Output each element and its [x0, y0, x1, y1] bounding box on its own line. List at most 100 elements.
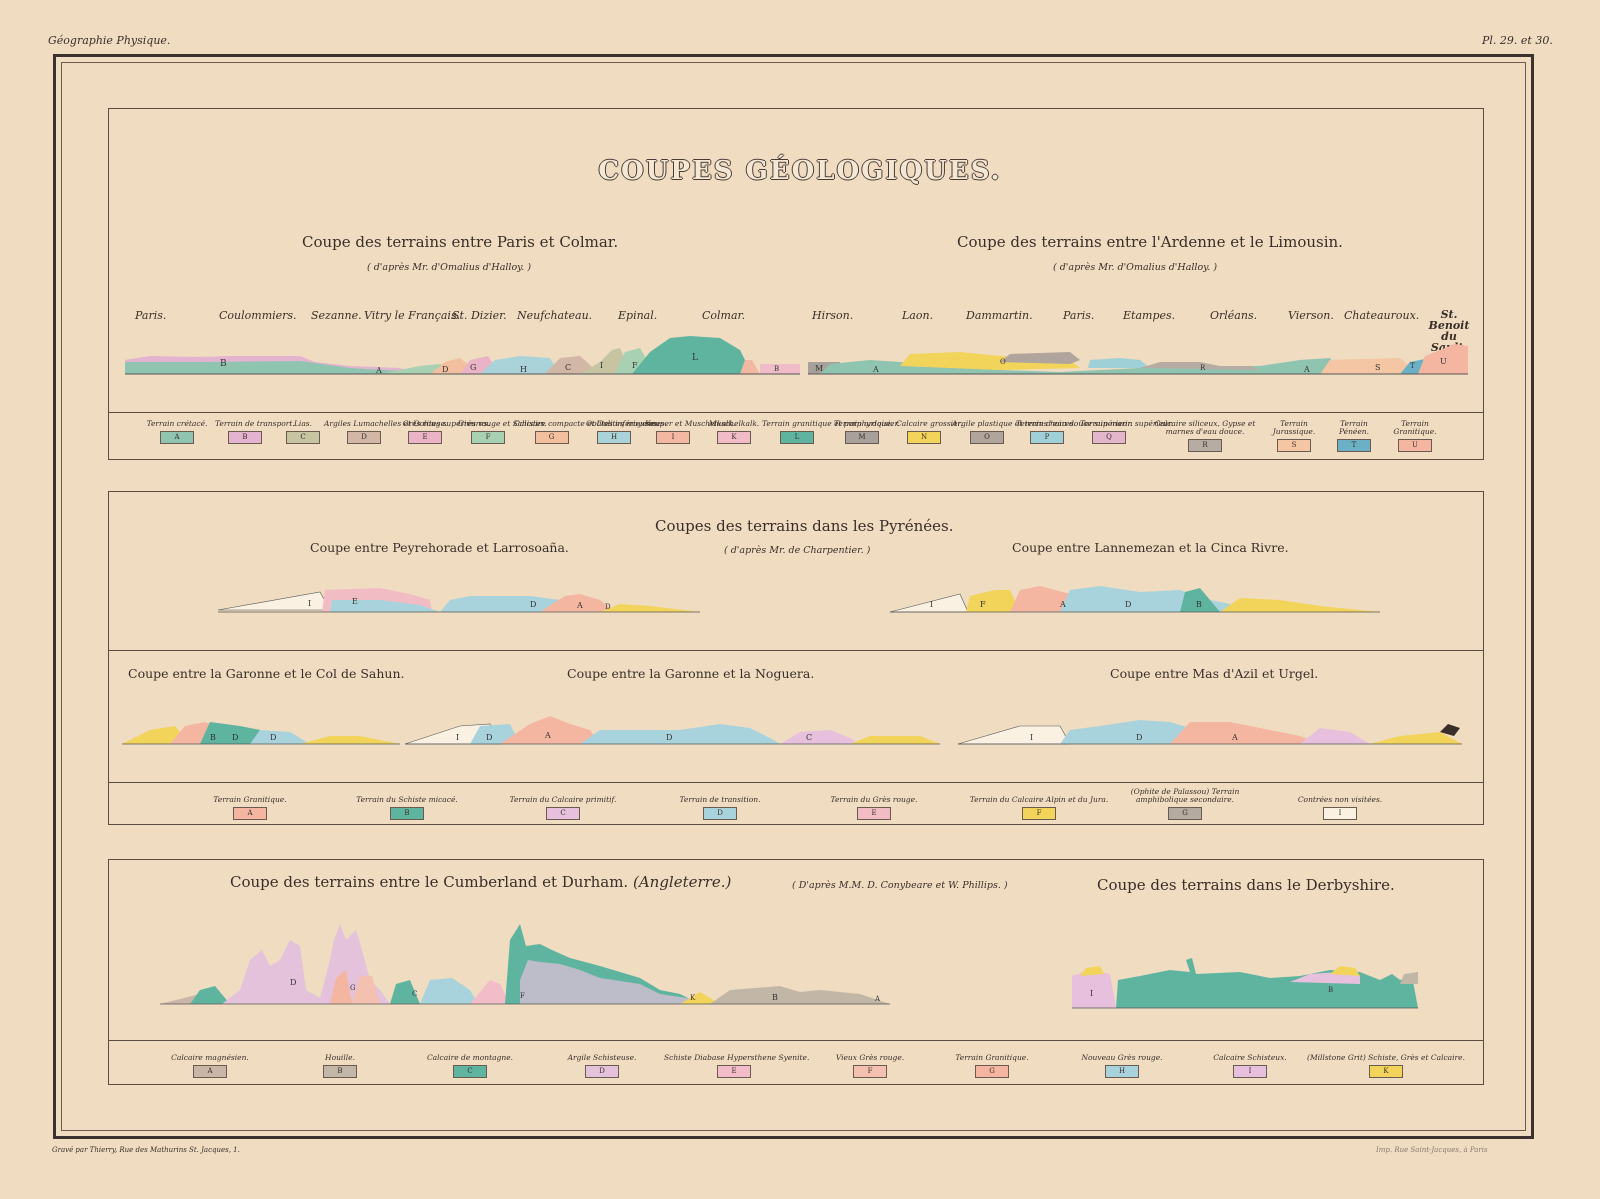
legend-label: Schiste Diabase Hypersthene Syenite. — [664, 1053, 810, 1062]
legend-label: Calcaire siliceux, Gypse et marnes d'eau… — [1154, 419, 1256, 436]
svg-text:B: B — [210, 733, 216, 742]
legend-swatch: O — [970, 431, 1004, 444]
svg-text:B: B — [1196, 600, 1202, 609]
legend-item: Terrain d'eau douce supérieur. P — [1016, 419, 1133, 444]
legend-item: Terrain Jurassique. S — [1266, 420, 1322, 452]
legend-swatch: F — [471, 431, 505, 444]
subsection-title: Coupe entre Lannemezan et la Cinca Rivre… — [1012, 540, 1289, 555]
place-label: Neufchateau. — [517, 309, 593, 322]
subsection-title: Coupe entre Mas d'Azil et Urgel. — [1110, 666, 1319, 681]
legend-item: Calcaire Schisteux. I — [1200, 1054, 1300, 1078]
source-ardenne-limousin: ( d'après Mr. d'Omalius d'Halloy. ) — [1053, 262, 1218, 273]
place-label: St. Dizier. — [452, 309, 507, 322]
legend-item: Argile Schisteuse. D — [552, 1054, 652, 1078]
legend-label: Terrain d'eau douce supérieur. — [1016, 419, 1133, 428]
outer-frame — [53, 54, 1534, 1139]
svg-text:B: B — [772, 993, 778, 1002]
legend-rule — [108, 412, 1484, 413]
legend-swatch: F — [853, 1065, 887, 1078]
legend-label: Grès rouge. — [402, 419, 448, 428]
legend-item: Terrain du Schiste micacé. B — [340, 796, 474, 820]
legend-label: Terrain Granitique. — [213, 795, 287, 804]
svg-text:A: A — [874, 995, 881, 1003]
svg-text:I: I — [1090, 989, 1093, 998]
svg-text:D: D — [1136, 733, 1142, 742]
place-label: Sezanne. — [311, 309, 362, 322]
legend-item: Keuper et Muschelkalk. I — [645, 420, 735, 444]
legend-item: Terrain Granitique. U — [1386, 420, 1444, 452]
place-label: Coulommiers. — [219, 309, 297, 322]
legend-swatch: E — [857, 807, 891, 820]
svg-text:D: D — [232, 733, 238, 742]
legend-item: Terrain Granitique. G — [942, 1054, 1042, 1078]
section-title-derbyshire: Coupe des terrains dans le Derbyshire. — [1097, 876, 1395, 894]
legend-item: Muschelkalk. K — [706, 420, 762, 444]
legend-item: (Ophite de Palassou) Terrain amphiboliqu… — [1120, 788, 1250, 820]
svg-text:D: D — [270, 733, 276, 742]
profile-cumberland-durham: D G C F K B A — [160, 924, 890, 1005]
legend-item: Terrain du Calcaire Alpin et du Jura. F — [954, 796, 1124, 820]
legend-item: Grès rouge. E — [400, 420, 450, 444]
legend-item: Argile plastique et terres noires. O — [952, 419, 1076, 444]
legend-item: Calcaire magnésien. A — [160, 1054, 260, 1078]
legend-label: Terrain du Grès rouge. — [830, 795, 918, 804]
place-label: Vitry le Français. — [364, 309, 461, 322]
legend-swatch: K — [1369, 1065, 1403, 1078]
legend-label: Terrain crétacé. — [146, 419, 208, 428]
legend-item: (Millstone Grit) Schiste, Grès et Calcai… — [1306, 1054, 1466, 1078]
legend-item: Terrain Granitique. A — [190, 796, 310, 820]
legend-rule — [108, 782, 1484, 783]
section-title-pyrenees: Coupes des terrains dans les Pyrénées. — [655, 517, 954, 535]
legend-label: Argile Schisteuse. — [567, 1053, 637, 1062]
svg-text:L: L — [692, 353, 698, 363]
place-label: Colmar. — [702, 309, 746, 322]
profile-lannemezan-cinca: I F A D B — [889, 586, 1380, 613]
legend-swatch: G — [1168, 807, 1202, 820]
legend-label: Oolites inférieures. — [586, 419, 660, 428]
legend-label: Calcaire de montagne. — [426, 1053, 514, 1062]
legend-swatch: N — [907, 431, 941, 444]
place-label: Laon. — [902, 309, 934, 322]
legend-label: Calcaire magnésien. — [171, 1053, 249, 1062]
legend-swatch: I — [1323, 807, 1357, 820]
divider — [108, 650, 1484, 651]
legend-item: Terrain marin supérieur. Q — [1080, 419, 1174, 444]
svg-text:I: I — [930, 600, 933, 609]
legend-item: Lias. C — [280, 420, 326, 444]
legend-swatch: F — [1022, 807, 1056, 820]
svg-text:T: T — [1410, 362, 1415, 370]
legend-label: Terrain Granitique. — [1393, 419, 1437, 436]
legend-label: Terrain du Schiste micacé. — [356, 795, 458, 804]
svg-text:A: A — [872, 365, 879, 374]
legend-item: Terrain du Calcaire primitif. C — [498, 796, 628, 820]
svg-text:U: U — [1440, 357, 1447, 366]
svg-text:D: D — [666, 733, 672, 742]
profile-garonne-sahun: B D D — [122, 722, 400, 745]
panel-cumberland-derbyshire — [108, 859, 1484, 1085]
place-label: Orléans. — [1210, 309, 1258, 322]
place-label: Chateauroux. — [1344, 309, 1420, 322]
svg-text:I: I — [308, 599, 311, 608]
svg-text:K: K — [690, 994, 696, 1002]
svg-text:E: E — [352, 597, 358, 606]
legend-label: Vieux Grès rouge. — [835, 1053, 905, 1062]
svg-text:D: D — [530, 600, 536, 609]
svg-text:B: B — [1328, 986, 1333, 994]
legend-swatch: G — [975, 1065, 1009, 1078]
legend-label: Argile plastique et terres noires. — [952, 419, 1076, 428]
legend-label: Terrain de transition. — [679, 795, 761, 804]
legend-label: Terrain marin supérieur. — [1080, 419, 1174, 428]
svg-text:A: A — [1059, 600, 1066, 609]
legend-item: Terrain crétacé. A — [142, 420, 212, 444]
legend-swatch: B — [323, 1065, 357, 1078]
svg-text:B: B — [774, 365, 779, 373]
profile-ardenne-limousin: M A O R A S T U — [808, 344, 1468, 375]
inner-frame — [61, 62, 1526, 1131]
legend-label: Muschelkalk. — [708, 419, 760, 428]
svg-text:M: M — [815, 364, 823, 373]
svg-text:A: A — [375, 366, 382, 375]
svg-text:A: A — [576, 601, 583, 610]
legend-label: Contrées non visitées. — [1297, 795, 1383, 804]
subsection-title: Coupe entre la Garonne et la Noguera. — [567, 666, 815, 681]
